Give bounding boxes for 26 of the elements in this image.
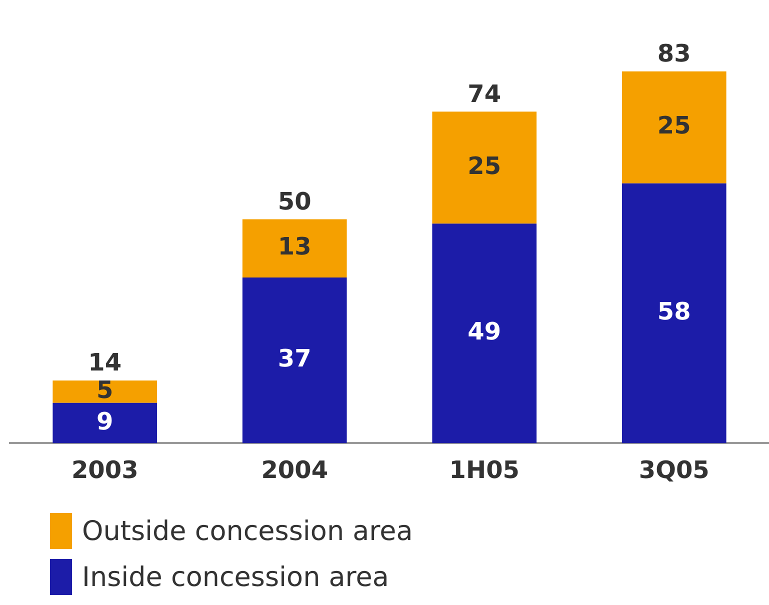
legend-label: Outside concession area [82, 516, 413, 546]
total-label: 14 [88, 348, 122, 377]
total-label: 50 [278, 187, 312, 216]
data-label: 9 [96, 407, 114, 436]
x-tick-label: 2003 [71, 456, 138, 484]
x-tick-label: 1H05 [449, 456, 520, 484]
total-label: 83 [657, 40, 691, 68]
total-label: 74 [468, 80, 502, 108]
legend-label: Inside concession area [82, 562, 389, 592]
bar [52, 380, 158, 403]
bar [242, 277, 347, 444]
bar [432, 112, 537, 224]
data-label: 58 [657, 298, 691, 326]
bar [432, 224, 537, 444]
data-label: 5 [96, 376, 114, 404]
bar [242, 219, 347, 278]
x-tick-label: 3Q05 [638, 456, 710, 484]
data-label: 25 [657, 112, 691, 140]
bar [622, 183, 726, 444]
data-label: 13 [278, 232, 312, 261]
x-tick-label: 2004 [261, 456, 328, 484]
bar [622, 71, 726, 184]
bar [52, 402, 158, 444]
data-label: 37 [278, 344, 312, 373]
data-label: 25 [468, 152, 502, 180]
data-label: 49 [468, 318, 502, 346]
